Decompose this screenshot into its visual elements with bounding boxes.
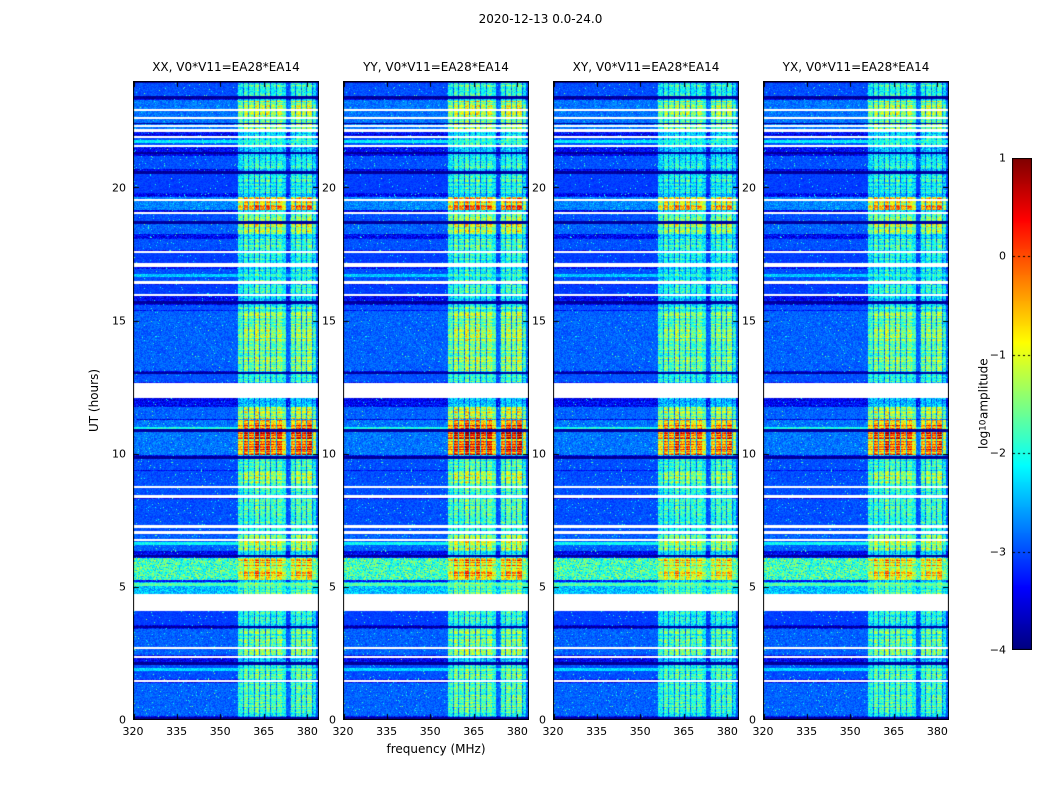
y-tick-label: 5 [539, 580, 546, 594]
x-tick-label: 350 [419, 725, 441, 738]
colorbar-label: log 10 amplitude [976, 158, 991, 650]
panel-title-yx: YX, V0*V11=EA28*EA14 [782, 60, 930, 74]
x-tick-label: 380 [716, 725, 738, 738]
y-tick-label: 15 [532, 314, 546, 328]
x-tick-label: 350 [629, 725, 651, 738]
y-tick-label: 5 [749, 580, 756, 594]
colorbar-tick-label: −3 [989, 545, 1006, 559]
x-tick-label: 335 [166, 725, 188, 738]
colorbar-tick-label: −4 [989, 643, 1006, 657]
spectrogram-canvas-xx [133, 81, 319, 720]
y-tick-label: 0 [329, 713, 336, 727]
x-tick-label: 335 [586, 725, 608, 738]
x-tick-label: 320 [542, 725, 564, 738]
y-tick-label: 10 [742, 447, 756, 461]
y-tick-label: 10 [112, 447, 126, 461]
x-axis-label: frequency (MHz) [386, 742, 486, 756]
x-tick-label: 365 [463, 725, 485, 738]
colorbar-label-subscript: 10 [978, 419, 989, 431]
y-tick-label: 15 [742, 314, 756, 328]
x-tick-label: 335 [796, 725, 818, 738]
colorbar-label-prefix: log [976, 430, 991, 450]
panel-yy: YY, V0*V11=EA28*EA14 0 5 10 15 20 320 335 350 3… [322, 60, 529, 737]
y-tick-label: 20 [112, 181, 126, 194]
y-tick-label: 10 [532, 447, 546, 461]
x-tick-label: 320 [332, 725, 354, 738]
y-tick-label: 20 [742, 181, 756, 194]
panel-yx: YX, V0*V11=EA28*EA14 0 5 10 15 20 320 335 350 3… [742, 60, 949, 737]
figure-title: 2020-12-13 0.0-24.0 [478, 12, 603, 26]
y-tick-label: 5 [329, 580, 336, 594]
spectrogram-canvas-yx [763, 81, 949, 720]
colorbar-tick-label: 1 [999, 151, 1006, 165]
y-tick-label: 15 [112, 314, 126, 328]
x-tick-label: 320 [752, 725, 774, 738]
colorbar-tick-label: 0 [999, 249, 1006, 263]
colorbar-tick-label: −2 [989, 446, 1006, 460]
x-tick-label: 320 [122, 725, 144, 738]
y-tick-label: 5 [119, 580, 126, 594]
x-tick-label: 365 [673, 725, 695, 738]
x-tick-label: 335 [376, 725, 398, 738]
colorbar-tick-label: −1 [989, 348, 1006, 362]
y-axis-label: UT (hours) [87, 368, 101, 433]
y-tick-label: 0 [539, 713, 546, 727]
colorbar-gradient [1012, 158, 1032, 650]
y-tick-label: 0 [119, 713, 126, 727]
x-tick-label: 380 [506, 725, 528, 738]
y-tick-label: 20 [532, 181, 546, 194]
x-tick-label: 365 [253, 725, 275, 738]
spectrogram-canvas-xy [553, 81, 739, 720]
panel-title-yy: YY, V0*V11=EA28*EA14 [363, 60, 509, 74]
x-tick-label: 350 [839, 725, 861, 738]
y-tick-label: 0 [749, 713, 756, 727]
y-tick-label: 10 [322, 447, 336, 461]
panel-title-xx: XX, V0*V11=EA28*EA14 [152, 60, 300, 74]
x-tick-label: 350 [209, 725, 231, 738]
y-tick-label: 15 [322, 314, 336, 328]
x-tick-label: 380 [296, 725, 318, 738]
spectrogram-canvas-yy [343, 81, 529, 720]
x-tick-label: 365 [883, 725, 905, 738]
colorbar-label-suffix: amplitude [976, 358, 991, 420]
panel-title-xy: XY, V0*V11=EA28*EA14 [572, 60, 720, 74]
panel-xx: XX, V0*V11=EA28*EA14 0 5 10 15 20 320 335 350 3… [112, 60, 319, 737]
panel-xy: XY, V0*V11=EA28*EA14 0 5 10 15 20 320 335 350 3… [532, 60, 739, 737]
x-tick-label: 380 [926, 725, 948, 738]
y-tick-label: 20 [322, 181, 336, 194]
